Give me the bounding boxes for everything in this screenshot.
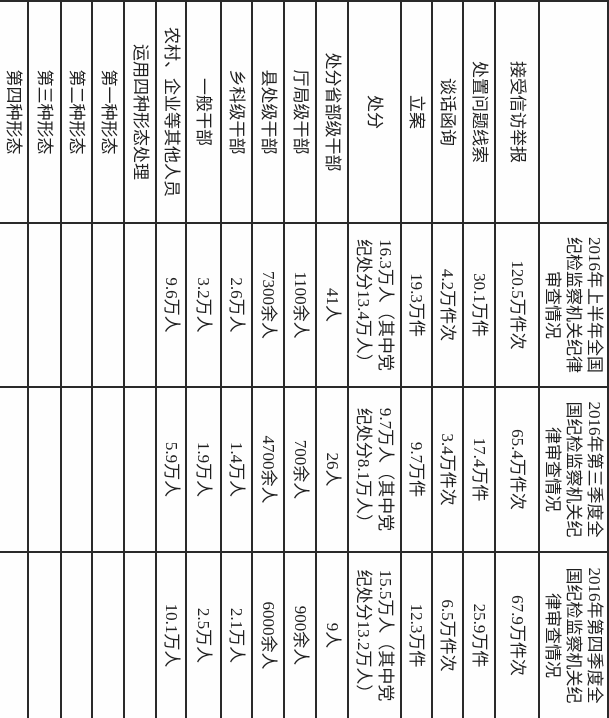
row-label-cell: 立案 [401,1,432,223]
value-cell [124,552,156,718]
value-cell: 12.3万件 [401,552,432,718]
value-cell: 9人 [316,552,348,718]
value-cell: 1.9万人 [186,387,221,552]
row-label-cell: 一般干部 [186,1,221,223]
value-cell: 900余人 [284,552,316,718]
value-cell [92,552,124,718]
row-label-cell: 乡科级干部 [221,1,252,223]
table-row: 接受信访举报 120.5万件次 65.4万件次 67.9万件次 [495,1,539,718]
row-label-cell: 谈话函询 [432,1,463,223]
row-label-cell: 运用四种形态处理 [124,1,156,223]
value-cell: 1100余人 [284,223,316,387]
row-label-cell: 农村、企业等其他人员 [156,1,186,223]
value-cell: 5.9万人 [156,387,186,552]
period-header-cell: 2016年第四季度全 国纪检监察机关纪 律审查情况 [539,552,608,718]
value-cell [28,223,61,387]
value-cell: 25.9万件 [463,552,495,718]
value-cell: 17.4万件 [463,387,495,552]
value-cell [92,387,124,552]
value-cell: 7300余人 [252,223,284,387]
value-cell: 6000余人 [252,552,284,718]
table-row: 运用四种形态处理 [124,1,156,718]
value-cell: 30.1万件 [463,223,495,387]
row-label-cell: 处分 [348,1,401,223]
table-row: 处置问题线索 30.1万件 17.4万件 25.9万件 [463,1,495,718]
value-cell [92,223,124,387]
value-cell [124,387,156,552]
row-label-cell: 处置问题线索 [463,1,495,223]
value-cell: 9.7万件 [401,387,432,552]
period-header-row: 2016年上半年全国 纪检监察机关纪律 审查情况 2016年第三季度全 国纪检监… [539,1,608,718]
row-label-cell: 第三种形态 [28,1,61,223]
table-row: 第四种形态 [0,1,28,718]
value-cell [28,387,61,552]
value-cell: 2.6万人 [221,223,252,387]
value-cell [0,552,28,718]
row-label-cell: 接受信访举报 [495,1,539,223]
value-cell: 2.1万人 [221,552,252,718]
value-cell: 700余人 [284,387,316,552]
corner-cell [539,1,608,223]
value-cell: 16.3万人（其中党 纪处分13.4万人） [348,223,401,387]
value-cell: 120.5万件次 [495,223,539,387]
value-cell: 41人 [316,223,348,387]
value-cell: 1.4万人 [221,387,252,552]
value-cell: 6.5万件次 [432,552,463,718]
table-row: 处分省部级干部 41人 26人 9人 [316,1,348,718]
value-cell [61,387,92,552]
value-cell: 26人 [316,387,348,552]
value-cell [61,552,92,718]
value-cell: 9.7万人（其中党 纪处分8.1万人） [348,387,401,552]
value-cell [61,223,92,387]
period-header-cell: 2016年第三季度全 国纪检监察机关纪 律审查情况 [539,387,608,552]
value-cell: 3.2万人 [186,223,221,387]
table-row: 第一种形态 [92,1,124,718]
value-cell: 4700余人 [252,387,284,552]
value-cell [0,223,28,387]
value-cell: 3.4万件次 [432,387,463,552]
value-cell [28,552,61,718]
table-row: 农村、企业等其他人员 9.6万人 5.9万人 10.1万人 [156,1,186,718]
row-label-cell: 第一种形态 [92,1,124,223]
value-cell [124,223,156,387]
value-cell: 9.6万人 [156,223,186,387]
value-cell: 15.5万人（其中党 纪处分13.2万人） [348,552,401,718]
value-cell: 67.9万件次 [495,552,539,718]
value-cell: 4.2万件次 [432,223,463,387]
value-cell: 2.5万人 [186,552,221,718]
table-row: 第二种形态 [61,1,92,718]
value-cell [0,387,28,552]
table-row: 厅局级干部 1100余人 700余人 900余人 [284,1,316,718]
row-label-cell: 第四种形态 [0,1,28,223]
table-row: 县处级干部 7300余人 4700余人 6000余人 [252,1,284,718]
value-cell: 65.4万件次 [495,387,539,552]
table-row: 处分 16.3万人（其中党 纪处分13.4万人） 9.7万人（其中党 纪处分8.… [348,1,401,718]
period-header-cell: 2016年上半年全国 纪检监察机关纪律 审查情况 [539,223,608,387]
row-label-cell: 处分省部级干部 [316,1,348,223]
value-cell: 19.3万件 [401,223,432,387]
table-row: 乡科级干部 2.6万人 1.4万人 2.1万人 [221,1,252,718]
row-label-cell: 第二种形态 [61,1,92,223]
value-cell: 10.1万人 [156,552,186,718]
table-row: 立案 19.3万件 9.7万件 12.3万件 [401,1,432,718]
table-row: 谈话函询 4.2万件次 3.4万件次 6.5万件次 [432,1,463,718]
row-label-cell: 厅局级干部 [284,1,316,223]
row-label-cell: 县处级干部 [252,1,284,223]
table-row: 一般干部 3.2万人 1.9万人 2.5万人 [186,1,221,718]
table-row: 第三种形态 [28,1,61,718]
